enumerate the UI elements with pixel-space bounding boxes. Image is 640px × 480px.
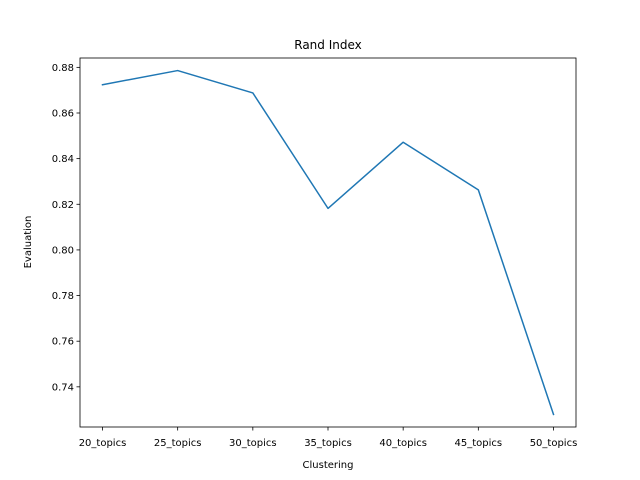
x-tick-label: 30_topics xyxy=(229,438,277,449)
x-tick-label: 20_topics xyxy=(79,438,127,449)
x-tick-label: 40_topics xyxy=(379,438,427,449)
series-layer xyxy=(101,69,555,416)
y-tick-label: 0.82 xyxy=(52,200,74,211)
x-tick-label: 45_topics xyxy=(455,438,503,449)
y-axis-label: Evaluation xyxy=(23,216,34,269)
y-tick-label: 0.76 xyxy=(52,337,74,348)
chart-title: Rand Index xyxy=(294,38,362,52)
x-axis-ticks: 20_topics 25_topics 30_topics 35_topics 40_t… xyxy=(79,427,578,449)
y-tick-label: 0.86 xyxy=(52,108,74,119)
x-tick-label: 50_topics xyxy=(530,438,578,449)
y-tick-label: 0.80 xyxy=(52,245,74,256)
y-tick-label: 0.74 xyxy=(52,382,74,393)
x-tick-label: 25_topics xyxy=(154,438,202,449)
y-tick-label: 0.84 xyxy=(52,154,74,165)
x-axis-label: Clustering xyxy=(303,460,354,471)
series-line xyxy=(101,69,555,416)
y-tick-label: 0.88 xyxy=(52,63,74,74)
y-tick-label: 0.78 xyxy=(52,291,74,302)
plot-frame xyxy=(79,57,577,428)
x-tick-label: 35_topics xyxy=(304,438,352,449)
y-axis-ticks: 0.74 0.76 0.78 0.80 0.82 0.84 0.86 0.88 xyxy=(52,63,80,393)
